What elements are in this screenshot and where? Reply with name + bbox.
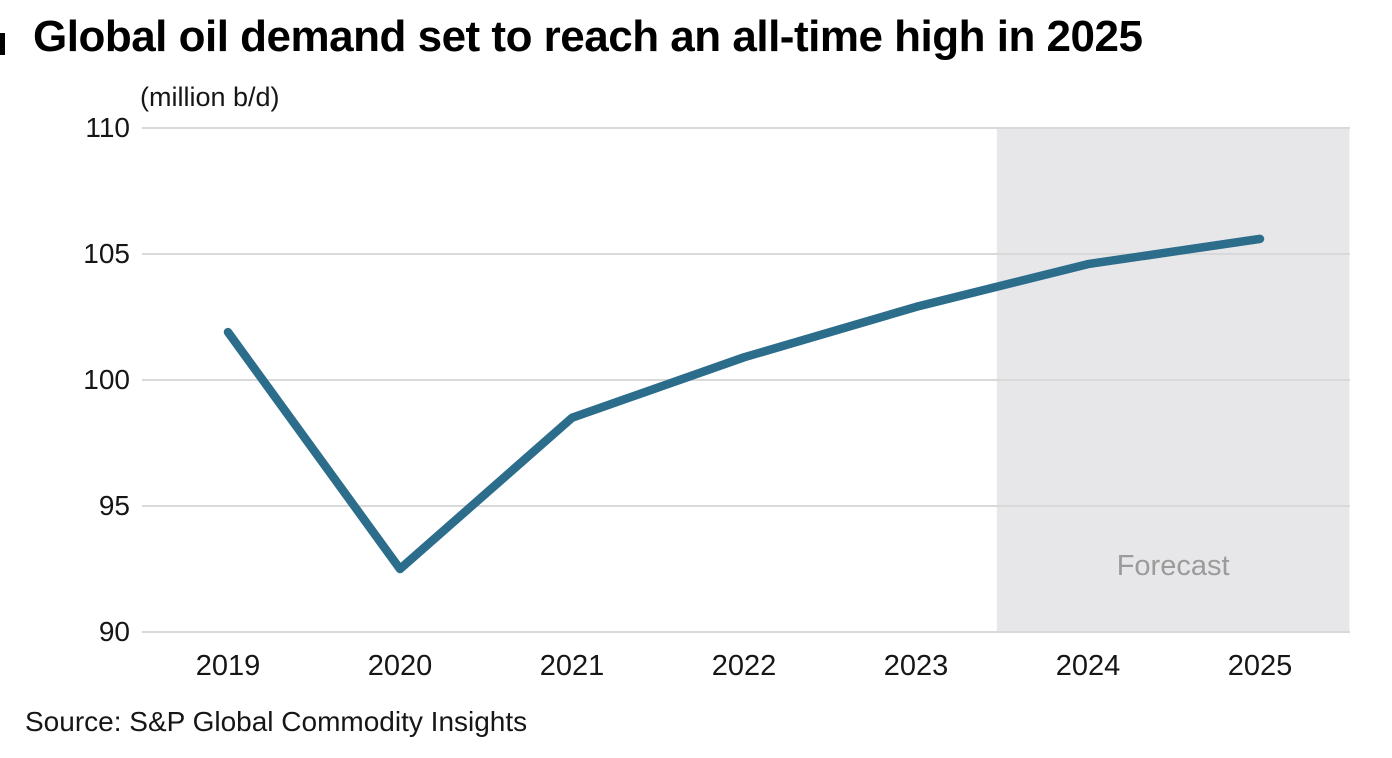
x-axis-tick-label: 2019 bbox=[195, 650, 261, 682]
y-axis-tick-label: 110 bbox=[85, 112, 130, 143]
crop-mark bbox=[0, 33, 5, 55]
y-axis-tick-label: 105 bbox=[83, 238, 130, 269]
units-label: (million b/d) bbox=[140, 82, 280, 112]
y-axis-tick-label: 100 bbox=[83, 364, 130, 395]
forecast-label: Forecast bbox=[1116, 550, 1230, 582]
x-axis-tick-label: 2023 bbox=[883, 650, 949, 682]
source-note: Source: S&P Global Commodity Insights bbox=[25, 706, 528, 737]
y-axis-tick-label: 95 bbox=[98, 490, 130, 521]
x-axis-tick-label: 2025 bbox=[1227, 650, 1293, 682]
x-axis-tick-label: 2021 bbox=[539, 650, 605, 682]
demand-line bbox=[223, 234, 1265, 574]
x-axis-tick-label: 2022 bbox=[711, 650, 777, 682]
y-axis-tick-label: 90 bbox=[98, 616, 130, 647]
page-title: Global oil demand set to reach an all-ti… bbox=[33, 12, 1143, 61]
x-axis-tick-label: 2020 bbox=[367, 650, 433, 682]
x-axis-tick-label: 2024 bbox=[1055, 650, 1121, 682]
